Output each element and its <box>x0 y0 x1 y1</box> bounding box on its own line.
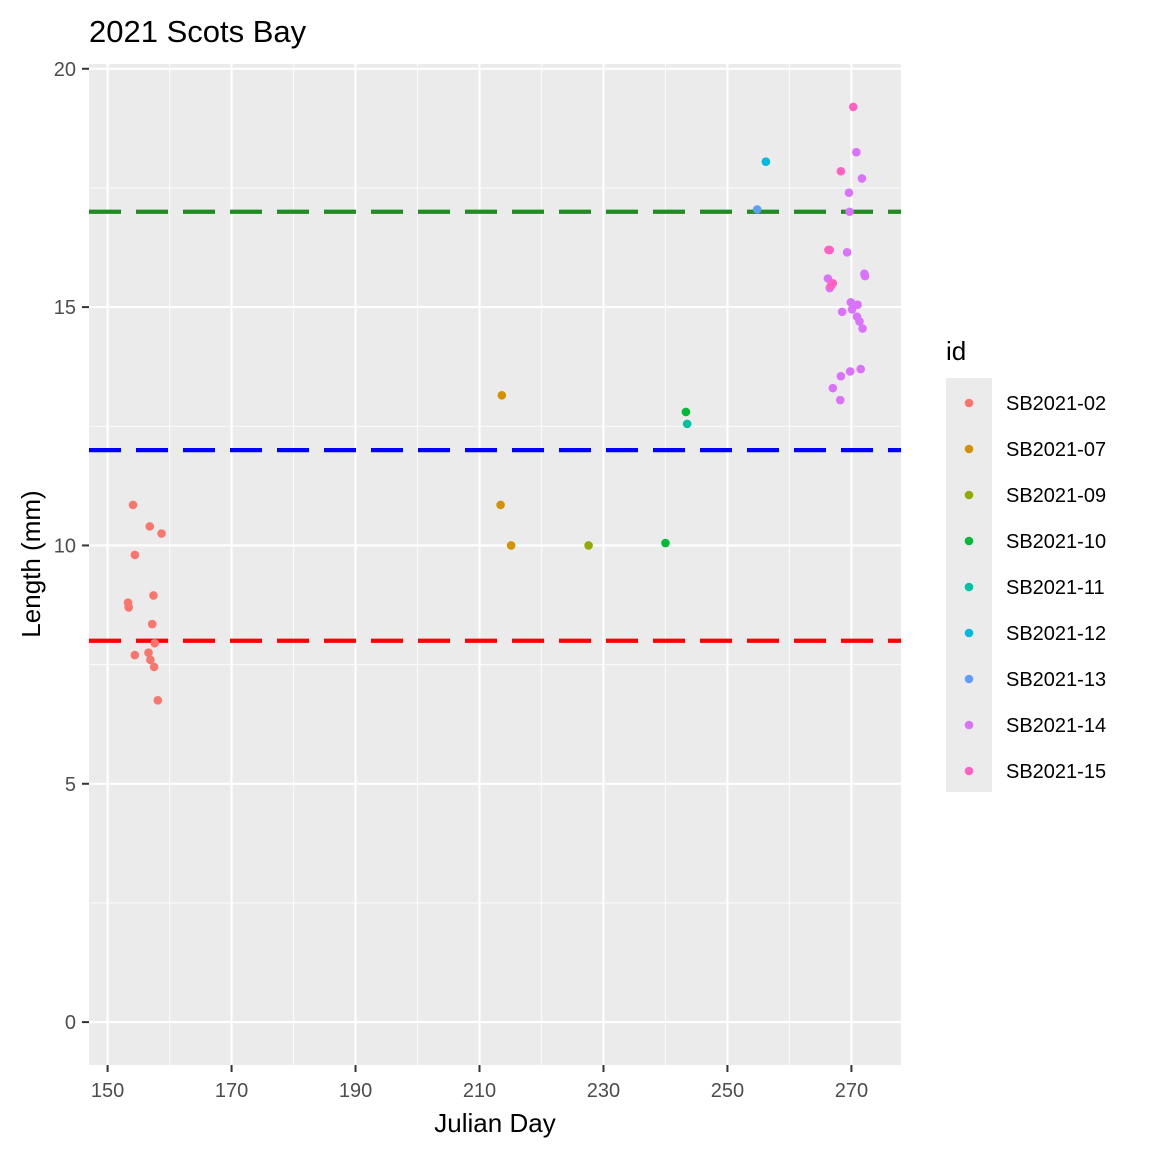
major-gridlines <box>89 64 901 1065</box>
data-point <box>761 157 771 167</box>
y-tick-label: 15 <box>54 297 76 319</box>
data-point <box>857 174 867 183</box>
data-point <box>124 603 133 612</box>
plot-panel <box>89 64 901 1065</box>
y-tick-label: 20 <box>54 59 76 81</box>
data-point <box>858 324 867 333</box>
legend-label: SB2021-02 <box>1006 393 1106 415</box>
minor-gridlines <box>89 64 901 1065</box>
legend-key <box>964 398 974 408</box>
data-points <box>123 102 870 705</box>
legend-title: id <box>946 336 966 366</box>
legend-key <box>964 766 974 776</box>
legend-key <box>964 582 974 592</box>
legend-label: SB2021-07 <box>1006 439 1106 461</box>
x-tick-label: 210 <box>463 1080 496 1102</box>
data-point <box>853 300 862 310</box>
legend-label: SB2021-13 <box>1006 669 1106 691</box>
data-point <box>130 550 140 560</box>
legend-key <box>964 536 974 546</box>
data-point <box>836 166 846 176</box>
legend-label: SB2021-12 <box>1006 623 1106 645</box>
data-point <box>846 298 856 307</box>
chart-title: 2021 Scots Bay <box>89 14 307 49</box>
data-point <box>153 696 163 705</box>
legend-label: SB2021-14 <box>1006 715 1106 737</box>
data-point <box>145 522 155 531</box>
x-tick-label: 230 <box>587 1080 620 1102</box>
x-axis-title: Julian Day <box>434 1108 555 1138</box>
data-point <box>682 419 692 429</box>
data-point <box>130 650 140 660</box>
data-point <box>149 591 158 600</box>
data-point <box>825 245 835 255</box>
legend: id SB2021-02SB2021-07SB2021-09SB2021-10S… <box>946 336 1106 792</box>
data-point <box>847 305 857 314</box>
legend-label: SB2021-10 <box>1006 531 1106 553</box>
data-point <box>856 364 866 374</box>
data-point <box>681 407 691 417</box>
y-axis-title: Length (mm) <box>16 490 46 637</box>
data-point <box>844 188 854 197</box>
x-axis: 150 170 190 210 230 250 270 <box>91 1065 868 1102</box>
data-point <box>144 648 153 657</box>
data-point <box>828 383 838 393</box>
x-tick-label: 250 <box>711 1080 744 1102</box>
legend-label: SB2021-09 <box>1006 485 1106 507</box>
data-point <box>496 500 505 510</box>
data-point <box>146 655 155 665</box>
y-tick-label: 0 <box>65 1012 76 1034</box>
x-tick-label: 270 <box>835 1080 868 1102</box>
data-point <box>147 619 157 629</box>
x-tick-label: 150 <box>91 1080 124 1102</box>
y-axis: 0 5 10 15 20 <box>54 59 89 1034</box>
x-tick-label: 190 <box>339 1080 372 1102</box>
data-point <box>835 395 845 405</box>
legend-label: SB2021-15 <box>1006 761 1106 783</box>
data-point <box>855 317 864 326</box>
legend-key <box>964 720 974 730</box>
reference-lines <box>89 209 901 643</box>
data-point <box>836 371 846 381</box>
legend-items: SB2021-02 SB2021-07 SB2021-09 SB2021-10 SB20… <box>964 393 1106 783</box>
data-point <box>150 638 160 648</box>
data-point <box>497 390 507 400</box>
data-point <box>157 529 166 538</box>
legend-key <box>964 628 974 638</box>
data-point <box>661 538 670 548</box>
data-point <box>845 367 855 376</box>
data-point <box>852 147 861 157</box>
legend-key <box>964 490 974 500</box>
data-point <box>860 269 869 279</box>
data-point <box>848 102 858 112</box>
legend-key <box>964 674 974 684</box>
data-point <box>584 541 593 550</box>
data-point <box>837 307 847 317</box>
data-point <box>842 247 852 257</box>
data-point <box>845 207 854 217</box>
data-point <box>149 662 159 672</box>
y-tick-label: 5 <box>65 774 76 796</box>
data-point <box>752 205 762 214</box>
legend-key <box>964 444 974 454</box>
data-point <box>506 541 516 550</box>
x-tick-label: 170 <box>215 1080 248 1102</box>
data-point <box>128 500 138 510</box>
data-point <box>826 281 836 290</box>
y-tick-label: 10 <box>54 535 76 557</box>
legend-label: SB2021-11 <box>1006 577 1105 599</box>
